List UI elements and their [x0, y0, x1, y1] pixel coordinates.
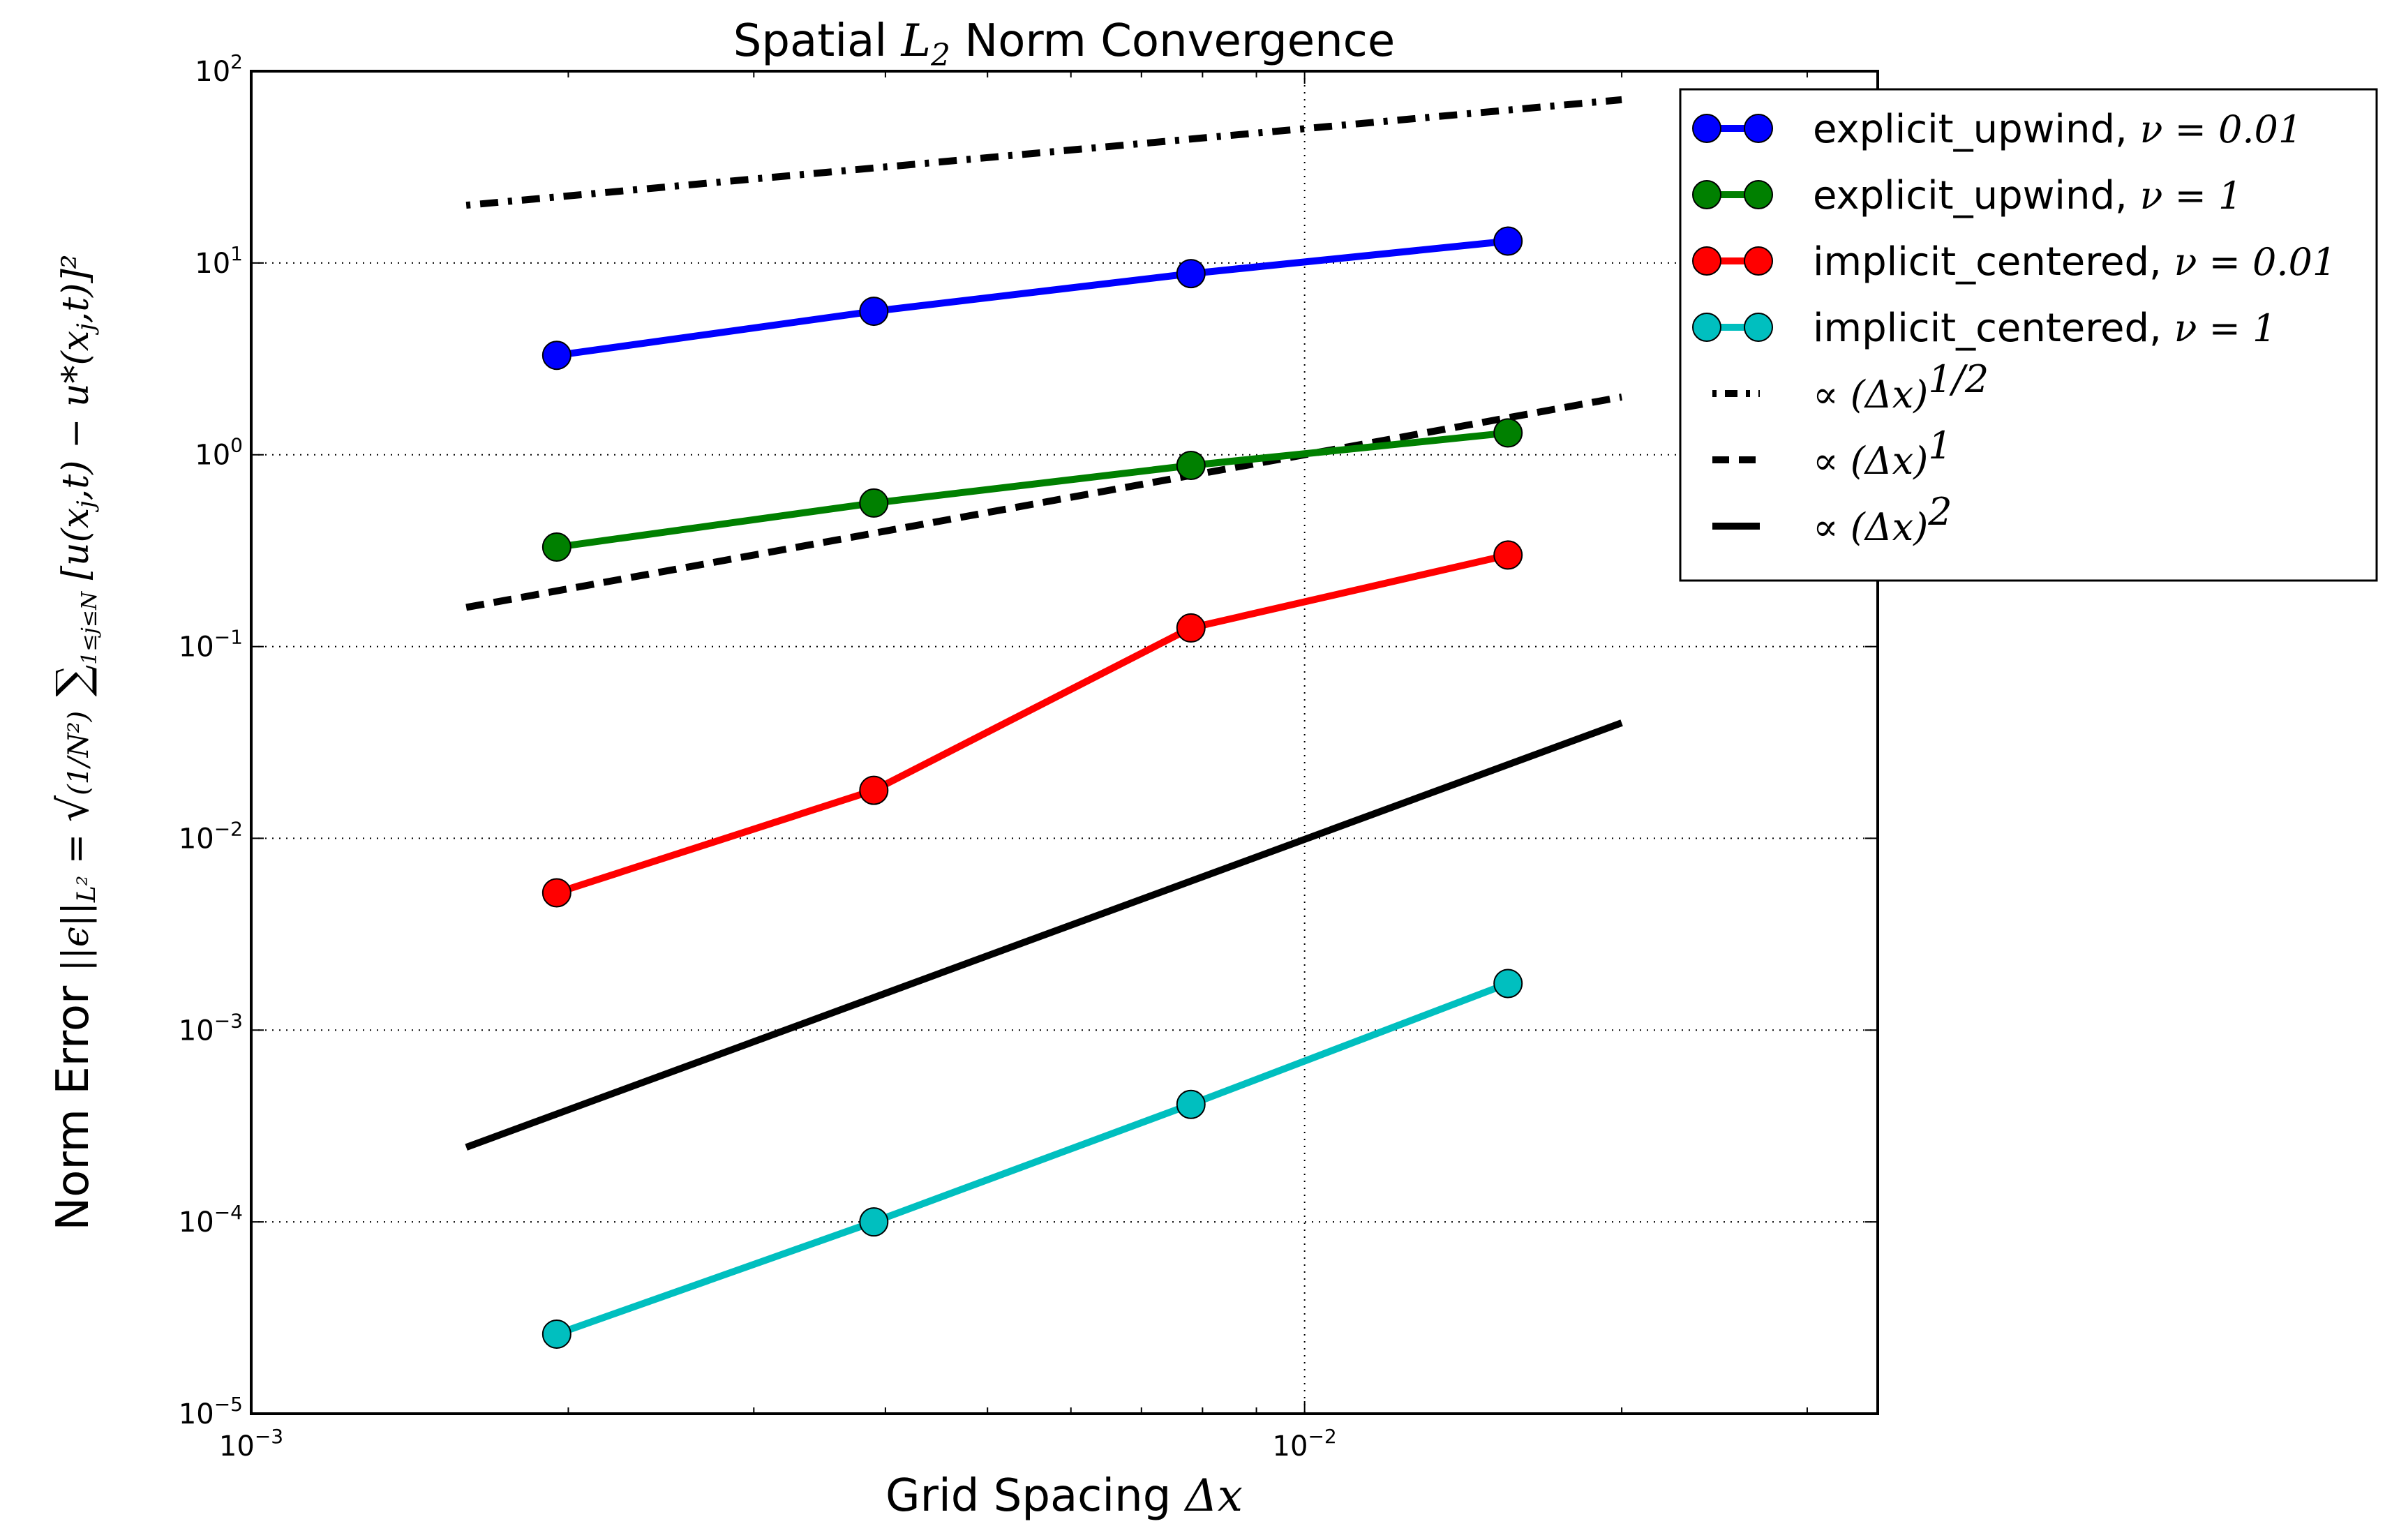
data-point — [859, 488, 889, 518]
data-point — [1493, 540, 1523, 570]
data-point — [859, 1207, 889, 1237]
series-line — [556, 237, 1509, 359]
legend-swatch-marker — [1692, 246, 1721, 276]
legend-label: ∝ (Δx)1 — [1813, 424, 1952, 483]
y-tick-label: 10−1 — [179, 626, 243, 664]
data-point — [1176, 613, 1206, 643]
reference-line — [465, 719, 1623, 1151]
reference-lines — [465, 96, 1623, 1151]
data-point — [1176, 259, 1206, 289]
data-point — [541, 341, 571, 371]
series-line — [555, 980, 1509, 1338]
legend-label: implicit_centered, ν = 1 — [1813, 306, 2276, 351]
data-point — [541, 532, 571, 562]
plot-frame — [250, 70, 1879, 1415]
series-markers — [541, 226, 1523, 1349]
series-lines — [555, 237, 1509, 1338]
chart-title: Spatial L2 Norm Convergence — [733, 15, 1395, 73]
data-point — [1176, 1089, 1206, 1119]
x-tick-label: 10−3 — [219, 1425, 283, 1463]
data-point — [859, 297, 889, 327]
y-axis-title: Norm Error ||ϵ||L² = √(1/N²) ∑1≤j≤N [u(x… — [47, 254, 102, 1230]
data-point — [1493, 969, 1523, 999]
x-tick-label: 10−2 — [1273, 1425, 1337, 1463]
series-line — [555, 551, 1509, 897]
y-tick-label: 101 — [195, 242, 243, 280]
x-tick-labels: 10−3 10−2 — [219, 1425, 1337, 1463]
data-point — [859, 775, 889, 805]
legend-label: implicit_centered, ν = 0.01 — [1813, 239, 2336, 285]
data-point — [541, 878, 571, 908]
y-tick-label: 10−5 — [179, 1393, 243, 1430]
legend-swatch-marker — [1744, 180, 1773, 209]
reference-line — [465, 394, 1622, 611]
legend-swatch-marker — [1744, 313, 1773, 342]
data-point — [541, 1319, 571, 1349]
reference-line — [465, 96, 1622, 209]
legend-swatch-marker — [1692, 180, 1721, 209]
y-tick-label: 10−4 — [179, 1201, 243, 1239]
legend-label: explicit_upwind, ν = 0.01 — [1813, 107, 2302, 152]
y-tick-label: 102 — [195, 50, 243, 88]
y-tick-label: 10−3 — [179, 1009, 243, 1047]
legend-swatch-marker — [1744, 246, 1773, 276]
y-tick-label: 100 — [195, 434, 243, 472]
data-point — [1493, 418, 1523, 448]
grid-lines — [251, 71, 1878, 1414]
y-tick-label: 10−2 — [179, 817, 243, 855]
legend-label: ∝ (Δx)2 — [1813, 490, 1952, 549]
data-point — [1176, 450, 1206, 480]
y-tick-labels: 10−5 10−4 10−3 10−2 10−1 100 101 102 — [179, 50, 243, 1430]
legend-box — [1679, 88, 2378, 582]
legend-label: ∝ (Δx)1/2 — [1813, 357, 1989, 417]
x-axis-title: Grid Spacing Δx — [885, 1470, 1243, 1522]
legend-swatch-marker — [1744, 114, 1773, 143]
legend-label: explicit_upwind, ν = 1 — [1813, 173, 2242, 218]
data-point — [1493, 226, 1523, 256]
series-line — [556, 429, 1509, 551]
legend-swatch-marker — [1692, 114, 1721, 143]
legend-swatch-marker — [1692, 313, 1721, 342]
legend: explicit_upwind, ν = 0.01 explicit_upwind… — [1679, 88, 2378, 582]
